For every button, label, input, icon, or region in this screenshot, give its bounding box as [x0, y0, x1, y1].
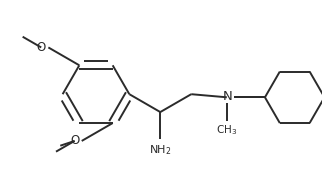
- Text: N: N: [223, 90, 232, 103]
- Text: CH$_3$: CH$_3$: [216, 124, 237, 137]
- Text: NH$_2$: NH$_2$: [149, 143, 172, 157]
- Text: O: O: [70, 134, 79, 147]
- Text: O: O: [37, 41, 46, 54]
